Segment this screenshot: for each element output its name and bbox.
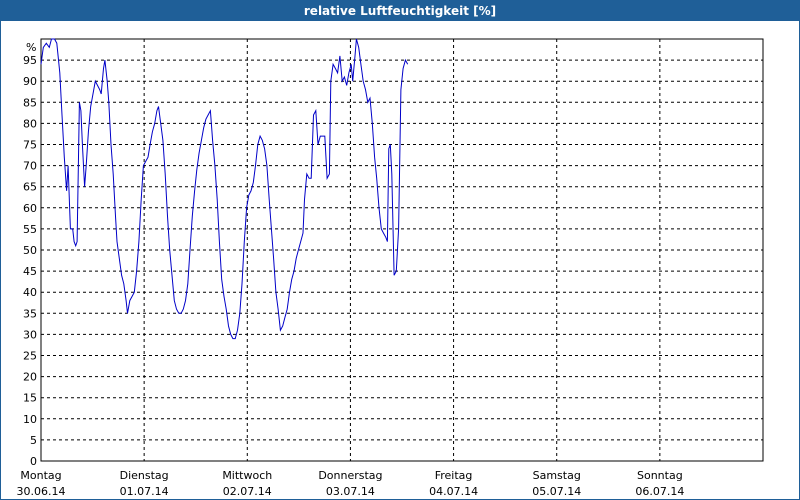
y-tick-label: 15 bbox=[23, 392, 37, 405]
x-tick-day: Montag bbox=[20, 469, 61, 482]
x-tick-date: 04.07.14 bbox=[429, 485, 478, 498]
x-tick-day: Freitag bbox=[435, 469, 473, 482]
x-tick-day: Dienstag bbox=[120, 469, 169, 482]
series-group bbox=[40, 38, 409, 340]
x-tick-day: Samstag bbox=[533, 469, 581, 482]
x-tick-day: Donnerstag bbox=[318, 469, 382, 482]
y-tick-label: 10 bbox=[23, 413, 37, 426]
y-tick-label: 35 bbox=[23, 307, 37, 320]
axis-labels: 0 5 10 15 20 25 30 35 40 45 50 55 60 65 70 75 80 85 90 95 Mo… bbox=[17, 54, 685, 498]
y-tick-label: 70 bbox=[23, 160, 37, 173]
x-tick-date: 02.07.14 bbox=[223, 485, 272, 498]
x-tick-date: 06.07.14 bbox=[635, 485, 684, 498]
y-unit-label: % bbox=[26, 41, 36, 54]
y-tick-label: 20 bbox=[23, 371, 37, 384]
y-tick-label: 5 bbox=[30, 434, 37, 447]
y-tick-label: 80 bbox=[23, 117, 37, 130]
x-tick-date: 05.07.14 bbox=[532, 485, 581, 498]
y-tick-label: 50 bbox=[23, 244, 37, 257]
y-tick-label: 30 bbox=[23, 328, 37, 341]
chart-title: relative Luftfeuchtigkeit [%] bbox=[1, 1, 799, 21]
y-tick-label: 25 bbox=[23, 350, 37, 363]
x-tick-day: Mittwoch bbox=[222, 469, 272, 482]
y-tick-label: 65 bbox=[23, 181, 37, 194]
x-tick-date: 03.07.14 bbox=[326, 485, 375, 498]
x-tick-date: 01.07.14 bbox=[120, 485, 169, 498]
y-tick-label: 85 bbox=[23, 96, 37, 109]
y-tick-label: 55 bbox=[23, 223, 37, 236]
y-tick-label: 75 bbox=[23, 139, 37, 152]
x-tick-date: 30.06.14 bbox=[17, 485, 66, 498]
y-tick-label: 40 bbox=[23, 286, 37, 299]
y-tick-label: 95 bbox=[23, 54, 37, 67]
y-tick-label: 60 bbox=[23, 202, 37, 215]
y-tick-label: 0 bbox=[30, 455, 37, 468]
y-tick-label: 45 bbox=[23, 265, 37, 278]
grid-lines bbox=[41, 39, 763, 461]
series-line-humidity bbox=[40, 38, 409, 340]
y-tick-label: 90 bbox=[23, 75, 37, 88]
x-tick-day: Sonntag bbox=[637, 469, 683, 482]
